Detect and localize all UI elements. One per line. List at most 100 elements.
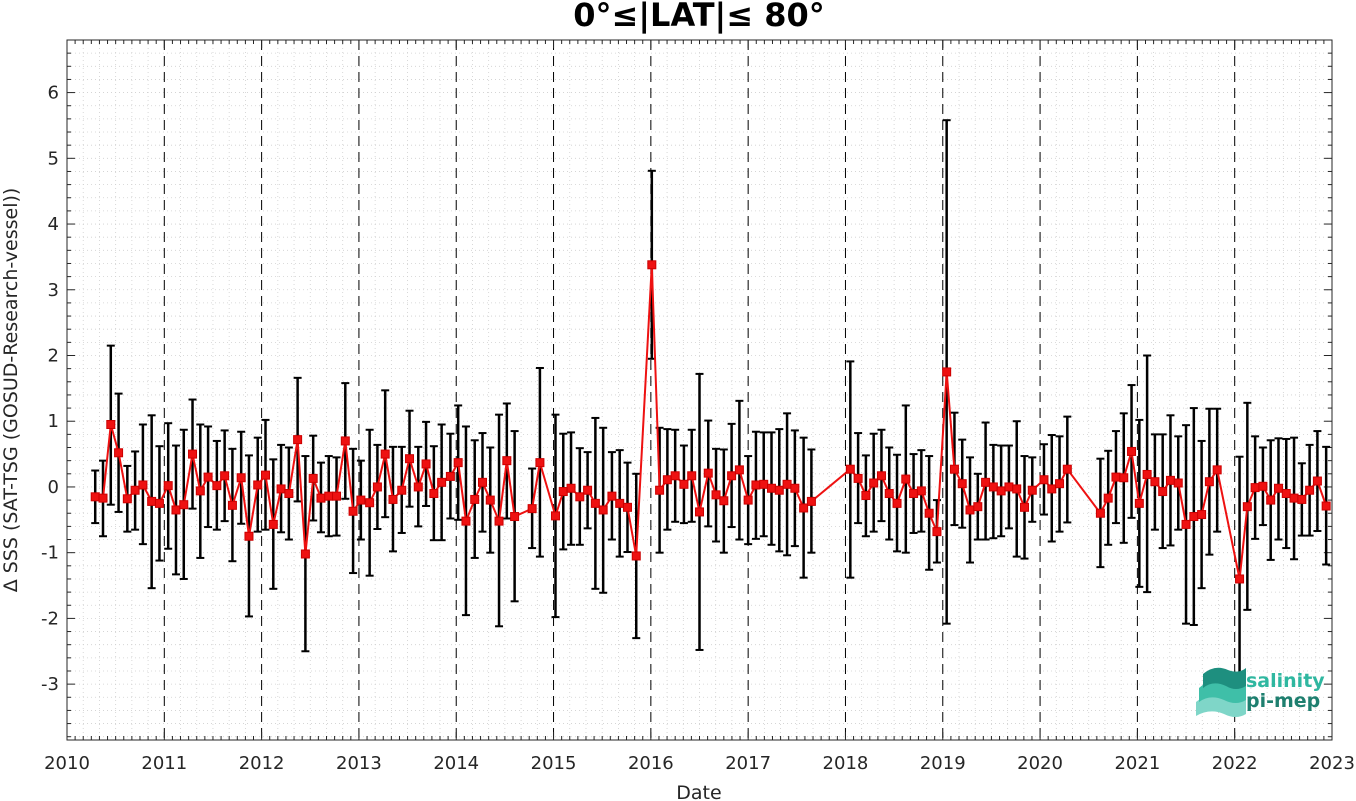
data-point xyxy=(1134,498,1144,508)
data-point xyxy=(1181,519,1191,529)
data-point xyxy=(114,448,124,458)
data-point xyxy=(981,477,991,487)
data-point xyxy=(147,496,157,506)
data-point xyxy=(1250,483,1260,493)
data-point xyxy=(853,473,863,483)
data-point xyxy=(932,527,942,537)
data-point xyxy=(372,482,382,492)
data-point xyxy=(782,479,792,489)
data-point xyxy=(220,471,230,481)
data-point xyxy=(212,481,222,491)
data-point xyxy=(1095,508,1105,518)
data-point xyxy=(1204,477,1214,487)
x-tick-label: 2023 xyxy=(1309,753,1355,774)
data-point xyxy=(1235,574,1245,584)
data-point xyxy=(453,458,463,468)
data-point xyxy=(583,485,593,495)
x-tick-label: 2018 xyxy=(823,753,869,774)
data-point xyxy=(679,479,689,489)
data-point xyxy=(268,519,278,529)
data-point xyxy=(973,502,983,512)
data-point xyxy=(996,486,1006,496)
x-tick-label: 2017 xyxy=(725,753,771,774)
data-point xyxy=(1027,485,1037,495)
data-point xyxy=(806,496,816,506)
y-tick-label: 6 xyxy=(48,83,59,104)
data-point xyxy=(284,489,294,499)
data-point xyxy=(1189,512,1199,522)
data-point xyxy=(703,468,713,478)
data-point xyxy=(1173,478,1183,488)
data-point xyxy=(687,471,697,481)
data-point xyxy=(575,492,585,502)
data-point xyxy=(751,480,761,490)
chart-title: 0°≤|LAT|≤ 80° xyxy=(573,0,824,35)
data-point xyxy=(316,493,326,503)
data-point xyxy=(566,483,576,493)
data-point xyxy=(957,479,967,489)
x-tick-label: 2016 xyxy=(628,753,674,774)
data-point xyxy=(662,475,672,485)
x-tick-label: 2019 xyxy=(920,753,966,774)
data-point xyxy=(1062,464,1072,474)
data-point xyxy=(901,474,911,484)
logo-text-salinity: salinity xyxy=(1246,670,1325,692)
y-tick-label: 2 xyxy=(48,345,59,366)
data-point xyxy=(276,484,286,494)
data-point xyxy=(598,505,608,515)
data-point xyxy=(949,464,959,474)
data-point xyxy=(719,496,729,506)
x-tick-label: 2011 xyxy=(141,753,187,774)
data-point xyxy=(1281,489,1291,499)
x-tick-labels: 2010 2011 2012 2013 2014 2015 2016 2017 2018 2019… xyxy=(44,753,1355,774)
data-point xyxy=(138,480,148,490)
data-point xyxy=(1111,472,1121,482)
data-point xyxy=(244,531,254,541)
data-point xyxy=(1289,493,1299,503)
data-point xyxy=(405,454,415,464)
logo-text-pimep: pi-mep xyxy=(1246,690,1320,712)
data-point xyxy=(122,494,132,504)
data-point xyxy=(1212,465,1222,475)
data-point xyxy=(179,500,189,510)
data-point xyxy=(909,489,919,499)
data-point xyxy=(767,483,777,493)
x-axis-label: Date xyxy=(676,782,721,801)
data-point xyxy=(590,498,600,508)
data-point xyxy=(1012,484,1022,494)
data-point xyxy=(365,498,375,508)
data-point xyxy=(1103,493,1113,503)
data-point xyxy=(876,471,886,481)
data-point xyxy=(1047,484,1057,494)
data-point xyxy=(324,491,334,501)
data-point xyxy=(188,449,198,459)
data-point xyxy=(510,512,520,522)
data-point xyxy=(478,477,488,487)
data-point xyxy=(502,456,512,466)
data-point xyxy=(631,551,641,561)
data-point xyxy=(727,471,737,481)
data-point xyxy=(171,505,181,515)
data-point xyxy=(1305,485,1315,495)
data-point xyxy=(106,420,116,430)
data-point xyxy=(988,482,998,492)
data-point xyxy=(154,498,164,508)
data-point xyxy=(461,516,471,526)
data-point xyxy=(340,436,350,446)
data-point xyxy=(1119,473,1129,483)
data-point xyxy=(1242,502,1252,512)
x-tick-label: 2021 xyxy=(1114,753,1160,774)
y-tick-label: 1 xyxy=(48,411,59,432)
data-point xyxy=(1158,487,1168,497)
data-point xyxy=(845,464,855,474)
data-point xyxy=(300,549,310,559)
y-tick-labels: -3 -2 -1 0 1 2 3 4 5 6 xyxy=(41,83,59,696)
y-tick-label: 0 xyxy=(48,477,59,498)
data-point xyxy=(1039,475,1049,485)
data-point xyxy=(1004,482,1014,492)
ticks xyxy=(66,40,1333,740)
data-point xyxy=(308,473,318,483)
data-point xyxy=(615,498,625,508)
data-point xyxy=(163,481,173,491)
